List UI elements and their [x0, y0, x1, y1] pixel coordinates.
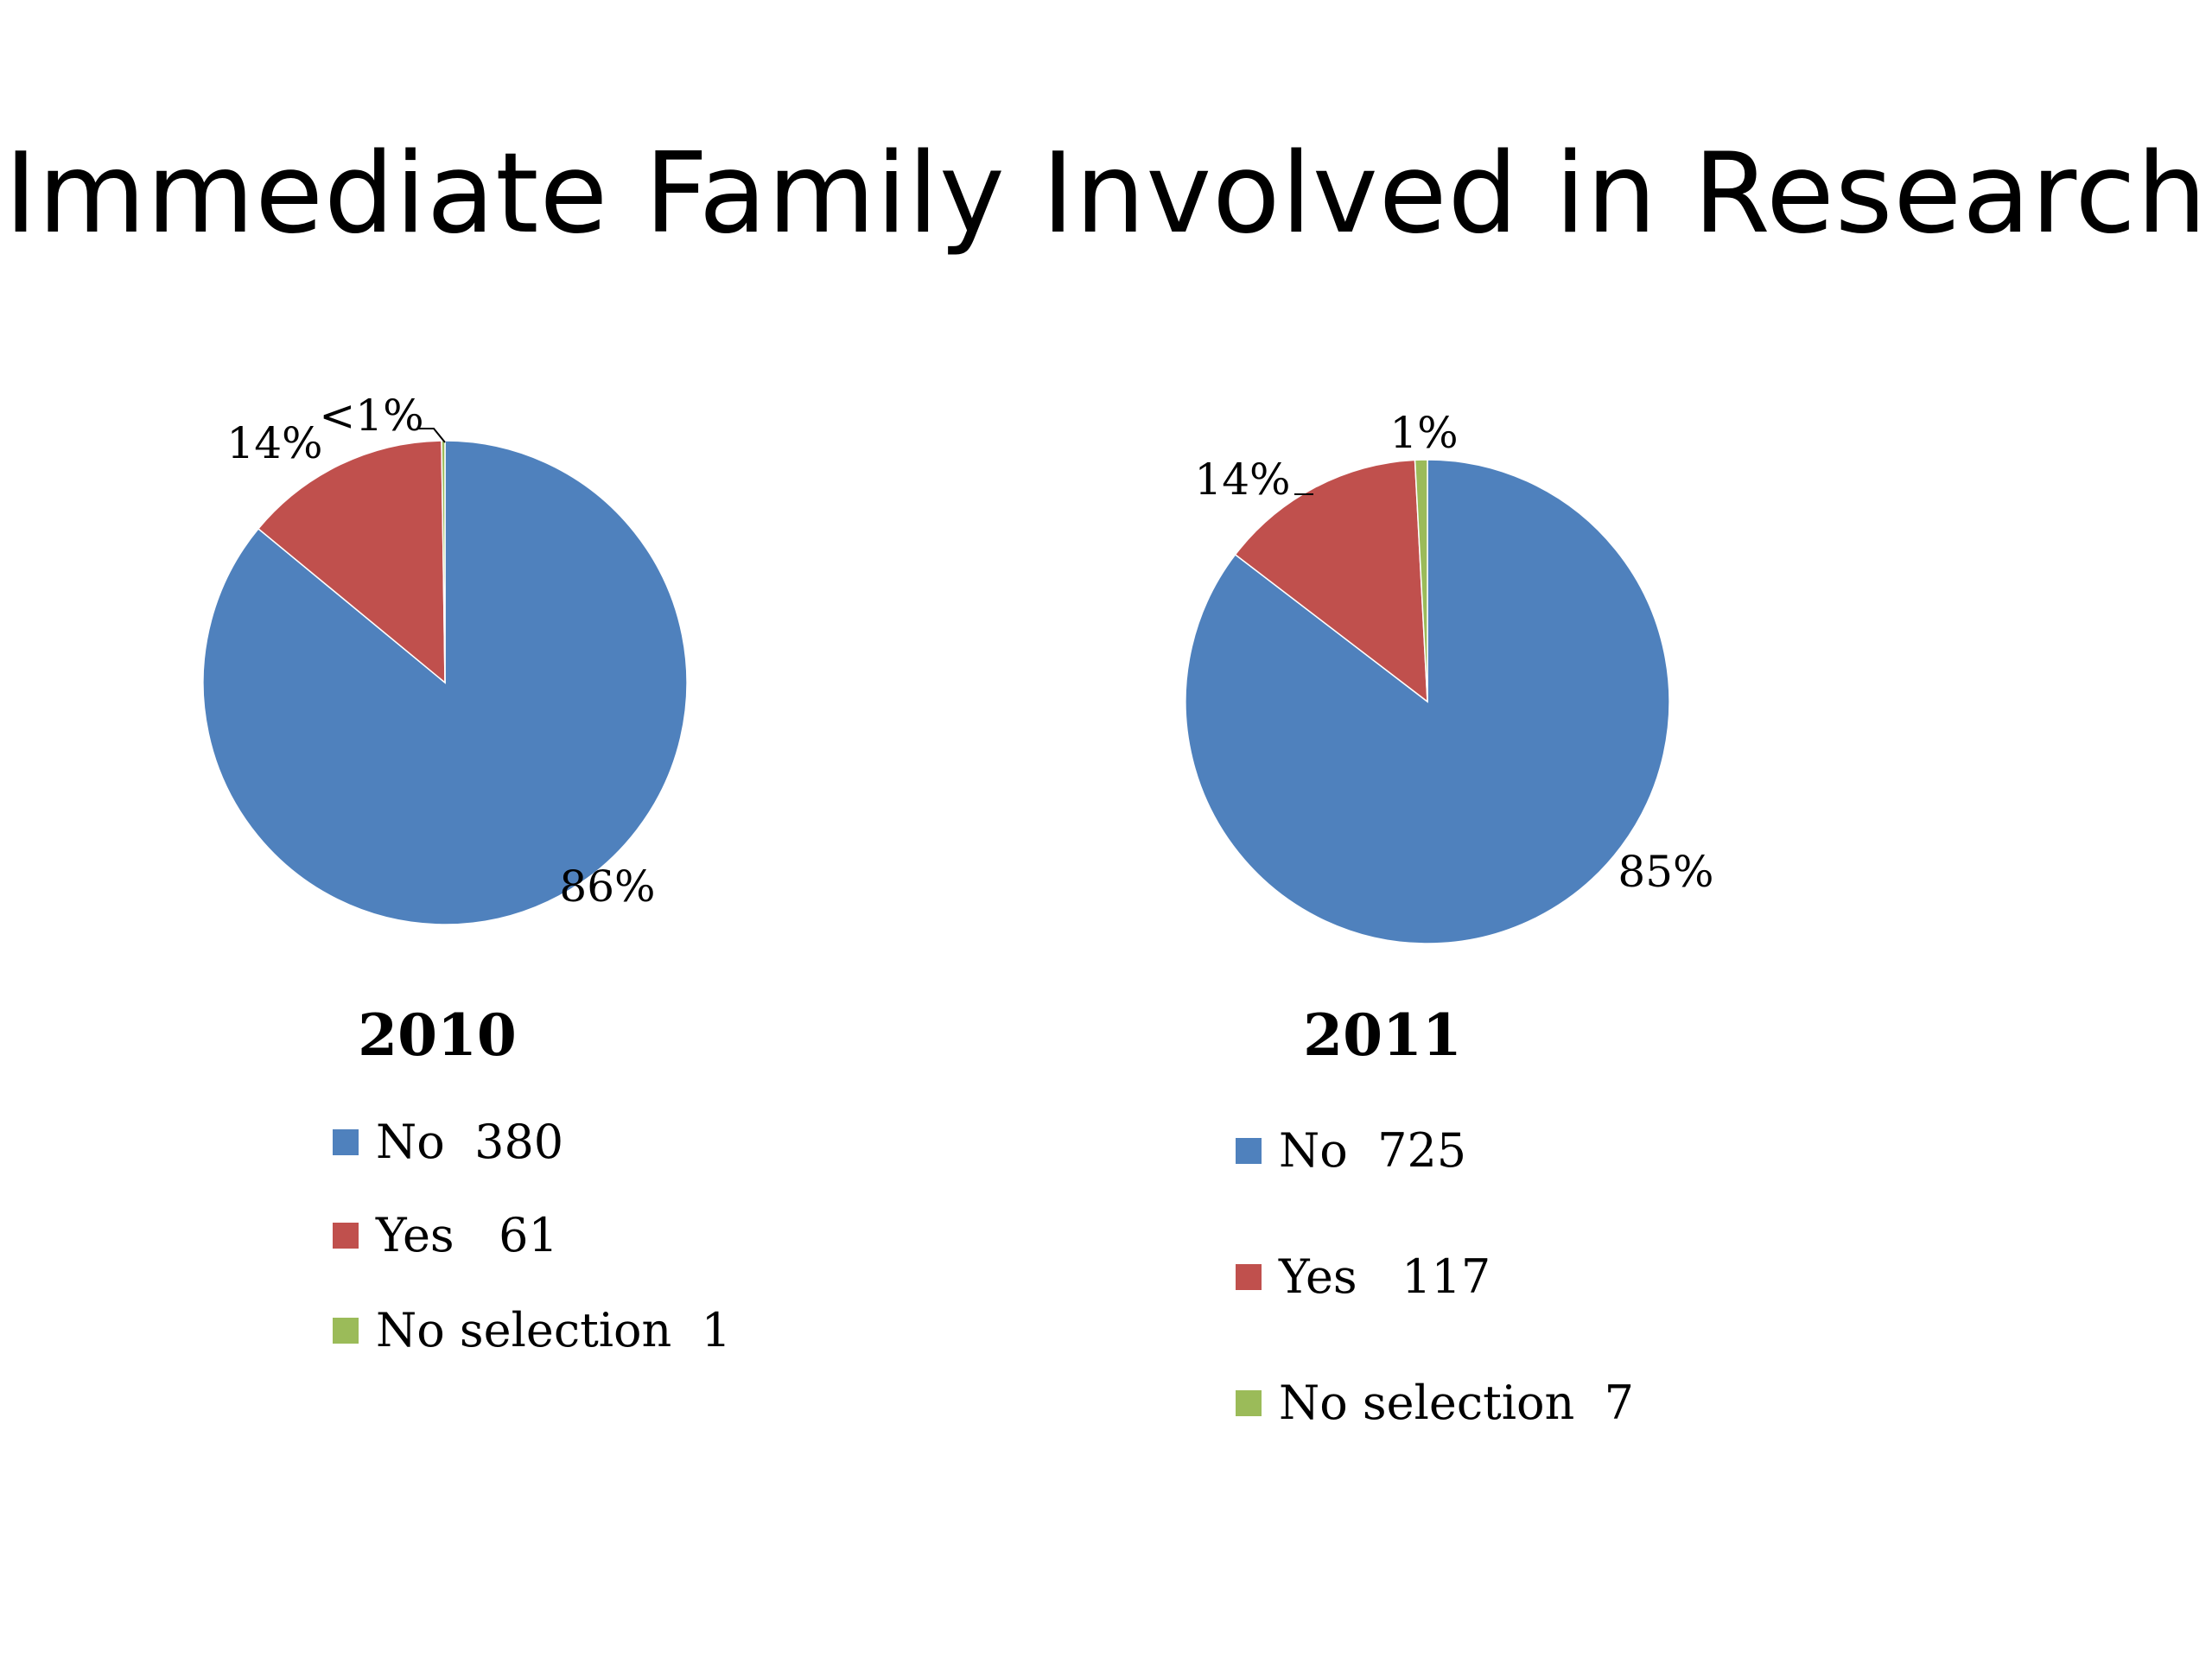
legend-item-yes-2011: Yes 117 [1236, 1249, 1491, 1304]
data-label-yes-2011: 14% [1194, 454, 1290, 505]
legend-item-no-selection-2010: No selection 1 [333, 1303, 731, 1357]
pie-slice-no-selection-2011 [1414, 459, 1428, 702]
leader-line-no-selection-2010 [417, 428, 446, 443]
chart-title-2010: 2010 [358, 1001, 517, 1069]
slide-title: Immediate Family Involved in Research [4, 130, 2208, 258]
data-label-no-selection-2010: <1% [319, 391, 423, 441]
legend-swatch-no [1236, 1137, 1262, 1164]
legend-item-no-2011: No 725 [1236, 1123, 1466, 1178]
pie-slice-no-2010 [202, 440, 688, 925]
chart-title-2011: 2011 [1303, 1001, 1462, 1069]
legend-label: No 380 [376, 1115, 564, 1169]
legend-item-yes-2010: Yes 61 [333, 1208, 558, 1262]
data-label-no-selection-2011: 1% [1389, 408, 1458, 458]
legend-swatch-yes [333, 1222, 359, 1249]
data-label-no-2010: 86% [559, 861, 655, 912]
pie-chart-2010: 86% 14% <1% [202, 391, 688, 925]
legend-swatch-no [333, 1128, 359, 1155]
legend-label: No 725 [1279, 1123, 1467, 1178]
legend-label: No selection 1 [376, 1303, 732, 1357]
pie-slices-2010 [202, 440, 688, 925]
pie-slices-2011 [1185, 459, 1670, 944]
legend-swatch-yes [1236, 1263, 1262, 1290]
data-label-yes-2010: 14% [226, 418, 322, 468]
legend-label: Yes 61 [376, 1208, 558, 1262]
legend-item-no-selection-2011: No selection 7 [1236, 1376, 1634, 1430]
pie-chart-2011: 85% 14% 1% [1185, 408, 1714, 944]
legend-label: No selection 7 [1279, 1376, 1635, 1430]
pie-slice-yes-2010 [257, 440, 446, 684]
legend-swatch-no-selection [333, 1317, 359, 1344]
legend-label: Yes 117 [1279, 1249, 1491, 1304]
legend-swatch-no-selection [1236, 1389, 1262, 1416]
legend-item-no-2010: No 380 [333, 1115, 563, 1169]
pie-slice-yes-2011 [1234, 459, 1428, 703]
data-label-no-2011: 85% [1618, 847, 1713, 897]
